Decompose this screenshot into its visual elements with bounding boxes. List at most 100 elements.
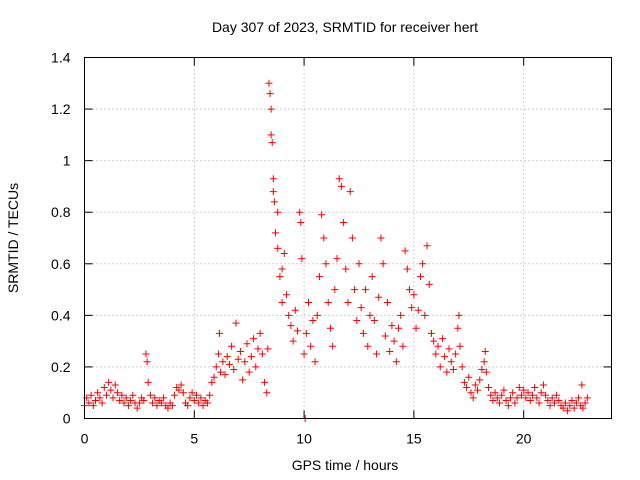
data-point: [269, 175, 277, 183]
data-point: [583, 394, 591, 402]
data-point: [351, 286, 359, 294]
data-point: [386, 347, 394, 355]
data-point: [471, 381, 479, 389]
data-point: [175, 386, 183, 394]
data-point: [368, 273, 376, 281]
data-point: [564, 407, 572, 415]
data-point: [460, 378, 468, 386]
data-point: [186, 394, 194, 402]
data-point: [511, 399, 519, 407]
data-point: [438, 335, 446, 343]
data-point: [502, 396, 510, 404]
data-point: [533, 394, 541, 402]
grid: [84, 57, 612, 419]
data-point: [370, 317, 378, 325]
data-point: [408, 304, 416, 312]
data-point: [256, 329, 264, 337]
data-point: [118, 391, 126, 399]
data-point: [526, 396, 534, 404]
data-point: [344, 298, 352, 306]
x-tick-label: 5: [190, 431, 198, 447]
data-point: [311, 358, 319, 366]
data-point: [553, 391, 561, 399]
x-tick-label: 15: [406, 431, 422, 447]
data-point: [87, 391, 95, 399]
data-point: [135, 399, 143, 407]
data-point: [537, 389, 545, 397]
data-point: [171, 391, 179, 399]
data-point: [300, 350, 308, 358]
data-point: [287, 322, 295, 330]
data-point: [432, 350, 440, 358]
data-point: [206, 391, 214, 399]
data-point: [297, 219, 305, 227]
data-point: [346, 188, 354, 196]
data-point: [243, 340, 251, 348]
data-point: [263, 389, 271, 397]
data-point: [395, 324, 403, 332]
data-point: [315, 273, 323, 281]
data-point: [217, 368, 225, 376]
data-point: [98, 399, 106, 407]
data-point: [270, 198, 278, 206]
data-point: [566, 402, 574, 410]
data-point: [581, 399, 589, 407]
data-point: [109, 394, 117, 402]
data-point: [570, 404, 578, 412]
data-point: [127, 396, 135, 404]
data-point: [467, 389, 475, 397]
data-point: [546, 402, 554, 410]
data-point: [164, 404, 172, 412]
data-point: [309, 317, 317, 325]
data-point: [278, 298, 286, 306]
y-tick-label: 1: [63, 153, 71, 169]
data-point: [264, 345, 272, 353]
data-point: [544, 396, 552, 404]
data-point: [199, 402, 207, 410]
data-point: [578, 381, 586, 389]
data-point: [107, 386, 115, 394]
data-point: [247, 353, 255, 361]
data-point: [528, 391, 536, 399]
data-point: [430, 337, 438, 345]
data-point: [452, 350, 460, 358]
data-point: [100, 384, 108, 392]
data-point: [184, 402, 192, 410]
data-point: [322, 260, 330, 268]
data-point: [542, 391, 550, 399]
data-point: [146, 391, 154, 399]
data-point: [267, 131, 275, 139]
data-point: [463, 384, 471, 392]
data-point: [357, 304, 365, 312]
data-point: [423, 242, 431, 250]
data-point: [298, 255, 306, 263]
data-point: [485, 384, 493, 392]
data-point: [506, 394, 514, 402]
data-point: [221, 371, 229, 379]
data-point: [276, 273, 284, 281]
data-point: [414, 306, 422, 314]
data-point: [151, 394, 159, 402]
data-point: [214, 350, 222, 358]
data-point: [289, 337, 297, 345]
data-point: [225, 360, 233, 368]
data-point: [143, 358, 151, 366]
axis-ticks: 0 0.2 0.4 0.6 0.8 1 1.2 1.4 0 5 10 15 20: [51, 50, 612, 447]
data-point: [212, 363, 220, 371]
data-point: [91, 396, 99, 404]
data-point: [421, 311, 429, 319]
x-tick-label: 20: [516, 431, 532, 447]
data-point: [335, 175, 343, 183]
y-axis-label: SRMTID / TECUs: [5, 183, 21, 293]
data-point: [572, 399, 580, 407]
data-point: [153, 402, 161, 410]
data-point: [489, 396, 497, 404]
data-point: [149, 399, 157, 407]
data-point: [239, 376, 247, 384]
data-point: [481, 347, 489, 355]
data-point: [195, 399, 203, 407]
y-tick-label: 0: [63, 411, 71, 427]
data-point: [234, 355, 242, 363]
data-point: [522, 394, 530, 402]
